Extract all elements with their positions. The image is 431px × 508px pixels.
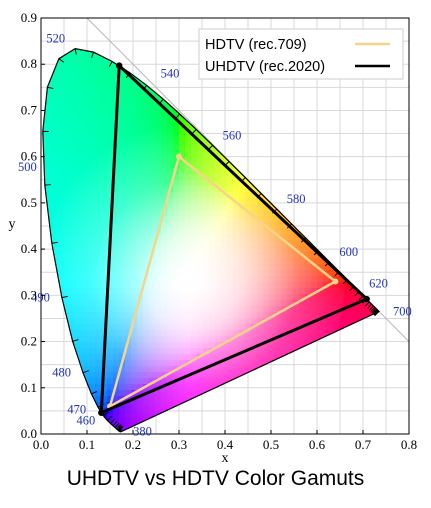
locus-tick [372,308,378,314]
wavelength-label-460: 460 [76,413,95,427]
locus-tick [61,295,68,299]
locus-tick [47,86,54,90]
wavelength-label-520: 520 [46,32,65,46]
y-tick-label: 0.6 [21,149,38,164]
y-axis-label: y [9,217,16,232]
wavelength-label-580: 580 [287,192,306,206]
y-tick-label: 0.2 [21,334,37,349]
locus-tick [110,418,115,424]
locus-tick [364,301,370,307]
locus-tick [108,61,113,67]
wavelength-label-560: 560 [223,128,242,142]
x-tick-label: 0.7 [355,437,372,452]
wavelength-label-500: 500 [18,160,37,174]
locus-tick [371,308,377,314]
wavelength-label-620: 620 [369,276,388,290]
x-tick-label: 0.1 [79,437,95,452]
wavelength-label-700: 700 [393,304,412,318]
x-axis-label: x [222,451,229,466]
y-tick-label: 0.8 [21,56,37,71]
wavelength-label-490: 490 [31,291,50,305]
wavelength-label-600: 600 [339,245,358,259]
x-tick-label: 0.6 [309,437,326,452]
series-0-point-1 [176,153,182,160]
wavelength-label-540: 540 [161,66,180,80]
locus-tick [72,339,79,342]
series-1-point-2 [98,409,105,416]
legend-entry-hdtv: HDTV (rec.709) [205,37,307,53]
locus-tick [112,420,118,427]
chart-title: UHDTV vs HDTV Color Gamuts [66,467,365,490]
y-tick-label: 0.7 [21,102,38,117]
y-tick-label: 0.3 [21,287,37,302]
locus-tick [372,309,378,315]
x-tick-label: 0.5 [263,437,279,452]
locus-tick [367,303,373,309]
x-tick-label: 0.2 [125,437,141,452]
x-axis-ticks: 0.0 0.1 0.2 0.3 0.4 0.5 0.6 0.7 0.8 [33,430,417,452]
legend-box [198,28,404,80]
locus-tick [118,425,123,432]
locus-tick [374,311,380,316]
x-tick-label: 0.8 [401,437,417,452]
series-0-point-0 [332,278,339,285]
legend: HDTV (rec.709) UHDTV (rec.2020) [198,28,404,80]
locus-tick [370,306,376,312]
wavelength-label-380: 380 [133,425,152,439]
y-tick-label: 0.0 [21,426,37,441]
locus-tick [82,370,89,374]
series-1-point-0 [363,295,370,303]
locus-tick [114,422,120,428]
locus-tick [91,391,98,395]
y-tick-label: 0.9 [21,10,37,25]
wavelength-label-480: 480 [52,366,71,380]
y-tick-label: 0.5 [21,195,37,210]
spectral-locus [42,47,381,433]
y-tick-label: 0.1 [21,380,37,395]
x-tick-label: 0.0 [33,437,49,452]
locus-tick [117,425,123,431]
y-tick-label: 0.4 [21,241,38,256]
locus-tick [51,241,58,244]
locus-tick [106,415,113,421]
y-axis-ticks: 0.0 0.1 0.2 0.3 0.4 0.5 0.6 0.7 0.8 0.9 [21,10,45,441]
locus-tick [103,411,109,416]
locus-tick [369,305,374,311]
locus-tick [116,424,122,430]
locus-tick [58,58,65,63]
series-1-point-1 [116,62,123,69]
legend-entry-uhdtv: UHDTV (rec.2020) [205,59,325,75]
wavelength-label-470: 470 [67,402,86,416]
series-line-1 [99,64,368,415]
gamut-triangles [98,62,370,416]
locus-tick [74,48,77,55]
locus-tick [91,51,95,58]
x-tick-label: 0.4 [217,437,234,452]
x-tick-label: 0.3 [171,437,187,452]
series-line-0 [108,155,337,408]
